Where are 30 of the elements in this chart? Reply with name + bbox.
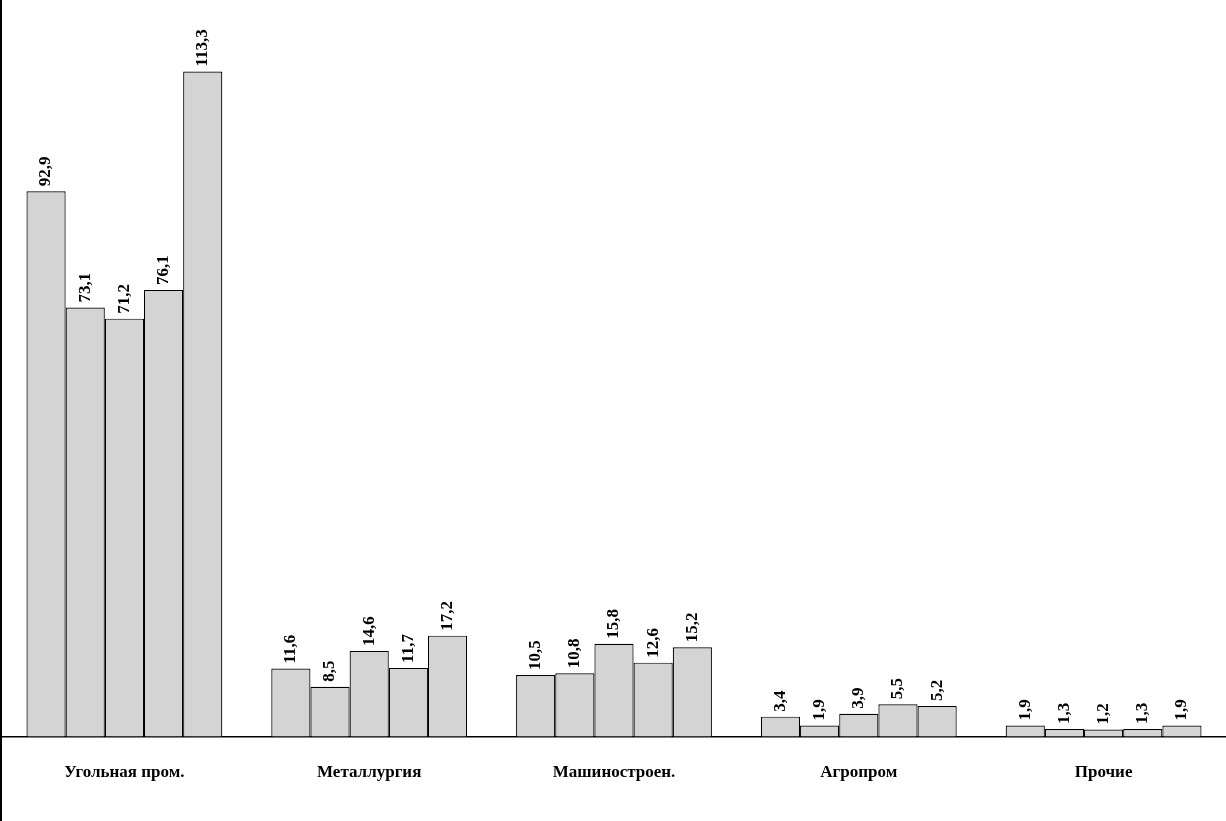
- data-label: 8,5: [319, 660, 339, 682]
- data-label: 1,3: [1132, 702, 1152, 724]
- data-label: 11,6: [280, 634, 300, 664]
- data-label: 76,1: [152, 255, 172, 285]
- data-label: 71,2: [113, 283, 133, 314]
- data-label: 1,3: [1053, 702, 1073, 724]
- data-label: 15,2: [681, 612, 701, 643]
- data-label: 113,3: [192, 29, 212, 67]
- data-label: 5,2: [926, 679, 946, 702]
- x-tick-label: Машиностроен.: [552, 762, 676, 782]
- data-label: 73,1: [74, 272, 94, 303]
- data-label: 1,2: [1092, 703, 1112, 725]
- data-label: 10,5: [525, 640, 545, 670]
- x-tick-label: Прочие: [1074, 762, 1133, 782]
- x-tick-label: Металлургия: [317, 762, 422, 782]
- data-label: 1,9: [1014, 699, 1034, 721]
- data-label: 1,9: [1171, 699, 1191, 721]
- data-label: 14,6: [358, 616, 378, 646]
- x-tick-label: Агропром: [820, 762, 898, 782]
- data-label: 10,8: [564, 638, 584, 669]
- data-label: 3,9: [848, 687, 868, 709]
- data-label: 92,9: [35, 156, 55, 187]
- data-label: 1,9: [809, 699, 829, 721]
- data-label: 17,2: [436, 600, 456, 631]
- data-label: 3,4: [769, 689, 789, 712]
- data-label: 11,7: [397, 633, 417, 663]
- data-label: 5,5: [887, 678, 907, 700]
- data-label: 12,6: [642, 627, 662, 658]
- x-tick-label: Угольная пром.: [64, 762, 185, 782]
- data-label: 15,8: [603, 609, 623, 639]
